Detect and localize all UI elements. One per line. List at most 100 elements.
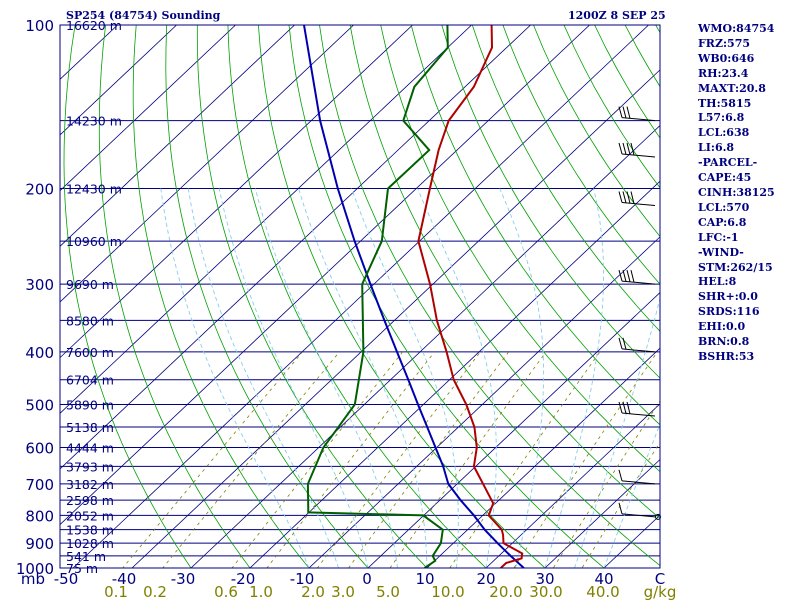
pressure-tick-label: 500 — [25, 397, 54, 415]
pressure-tick-label: 100 — [25, 17, 54, 35]
moist-adiabat — [187, 188, 339, 568]
index-line: L57:6.8 — [698, 111, 745, 125]
moist-adiabat — [499, 188, 545, 568]
temperature-tick-label: 10 — [415, 570, 434, 588]
plot-frame — [59, 24, 661, 569]
index-line: LFC:-1 — [698, 230, 739, 244]
mixing-ratio-tick-label: 30.0 — [529, 583, 562, 600]
mixing-ratio-tick-label: 10.0 — [431, 583, 464, 600]
isotherm — [60, 25, 413, 359]
mixing-ratio-line — [389, 351, 547, 568]
height-label: 10960 m — [66, 234, 122, 249]
isotherm — [367, 291, 660, 568]
isotherm — [190, 124, 660, 568]
mixing-ratio-tick-label: g/kg — [644, 583, 677, 600]
wind-barb — [618, 106, 656, 122]
moist-adiabat — [298, 188, 428, 568]
height-label: 12430 m — [66, 181, 122, 196]
wind-barb — [618, 469, 656, 485]
wind-barb — [618, 191, 656, 207]
dry-adiabat — [502, 25, 660, 285]
sounding-time: 1200Z 8 SEP 25 — [568, 9, 666, 22]
mixing-ratio-line — [231, 351, 404, 568]
temperature-tick-label: 40 — [594, 570, 613, 588]
parcel-trace — [303, 25, 525, 568]
dry-adiabat — [288, 25, 605, 568]
station-title: SP254 (84754) Sounding — [66, 9, 221, 22]
mixing-ratio-line — [162, 351, 340, 568]
temperature-tick-label: C — [655, 570, 665, 588]
temperature-tick-label: -30 — [171, 570, 196, 588]
pressure-tick-label: 800 — [25, 507, 54, 525]
dry-adiabat — [380, 25, 660, 473]
isotherm — [426, 347, 660, 568]
index-line: RH:23.4 — [698, 66, 749, 80]
height-label: 2598 m — [66, 493, 114, 508]
height-label: 6704 m — [66, 373, 114, 388]
height-label: 7600 m — [66, 345, 114, 360]
isotherm — [544, 458, 660, 568]
mixing-ratio-line — [122, 351, 303, 568]
index-line: LI:6.8 — [698, 141, 735, 155]
moist-adiabat — [574, 296, 660, 568]
temperature-tick-label: -50 — [54, 570, 79, 588]
height-label: 1028 m — [66, 536, 114, 551]
height-label: 5138 m — [66, 420, 114, 435]
height-label: 3793 m — [66, 459, 114, 474]
wind-barb — [618, 142, 656, 158]
dry-adiabat — [441, 25, 660, 379]
temperature-tick-label: 0 — [362, 570, 372, 588]
isotherm — [485, 403, 660, 568]
index-line: CINH:38125 — [698, 185, 775, 199]
mixing-ratio-line — [316, 351, 481, 568]
dry-adiabat — [132, 25, 310, 568]
index-line: BSHR:53 — [698, 349, 755, 363]
height-label: 4444 m — [66, 441, 114, 456]
wind-barb — [618, 269, 656, 285]
isotherm — [308, 236, 660, 568]
pressure-tick-label: 900 — [25, 535, 54, 553]
pressure-tick-label: 700 — [25, 476, 54, 494]
isotherm — [60, 25, 354, 303]
mixing-ratio-tick-label: 20.0 — [489, 583, 522, 600]
mixing-ratio-line — [266, 351, 435, 568]
index-line: MAXT:20.8 — [698, 81, 766, 95]
moist-adiabat — [603, 422, 660, 568]
isotherm — [60, 25, 236, 192]
height-label: 541 m — [66, 549, 106, 564]
index-line: SHR+:0.0 — [698, 290, 758, 304]
height-label: 75 m — [66, 561, 98, 576]
index-line: CAP:6.8 — [698, 215, 747, 229]
mixing-ratio-line — [552, 400, 660, 568]
dry-adiabat — [227, 25, 487, 568]
isotherm — [72, 25, 649, 568]
mixing-ratio-line — [581, 441, 660, 568]
height-label: 14230 m — [66, 114, 122, 129]
index-line: CAPE:45 — [698, 171, 752, 185]
height-label: 9690 m — [66, 277, 114, 292]
pressure-tick-label: 600 — [25, 440, 54, 458]
moist-adiabat — [218, 188, 369, 568]
mixing-ratio-tick-label: 0.2 — [143, 583, 167, 600]
temperature-tick-label: 30 — [535, 570, 554, 588]
height-label: 2052 m — [66, 508, 114, 523]
temperature-tick-label: -10 — [290, 570, 315, 588]
dry-adiabat — [63, 25, 192, 568]
index-line: FRZ:575 — [698, 36, 751, 50]
dry-adiabat — [196, 25, 428, 568]
dry-adiabat — [349, 25, 660, 519]
index-line: SRDS:116 — [698, 305, 760, 319]
temperature-tick-label: mb — [21, 570, 45, 588]
wind-barb — [618, 502, 656, 518]
dry-adiabat — [165, 25, 369, 568]
isotherm — [60, 25, 295, 247]
index-line: WB0:646 — [698, 51, 755, 65]
moist-adiabat — [417, 188, 497, 568]
dry-adiabat — [471, 25, 660, 332]
height-label: 3182 m — [66, 477, 114, 492]
dewpoint-trace — [306, 25, 449, 568]
isotherm — [60, 25, 177, 136]
pressure-tick-label: 400 — [25, 344, 54, 362]
temperature-tick-label: -20 — [231, 570, 256, 588]
